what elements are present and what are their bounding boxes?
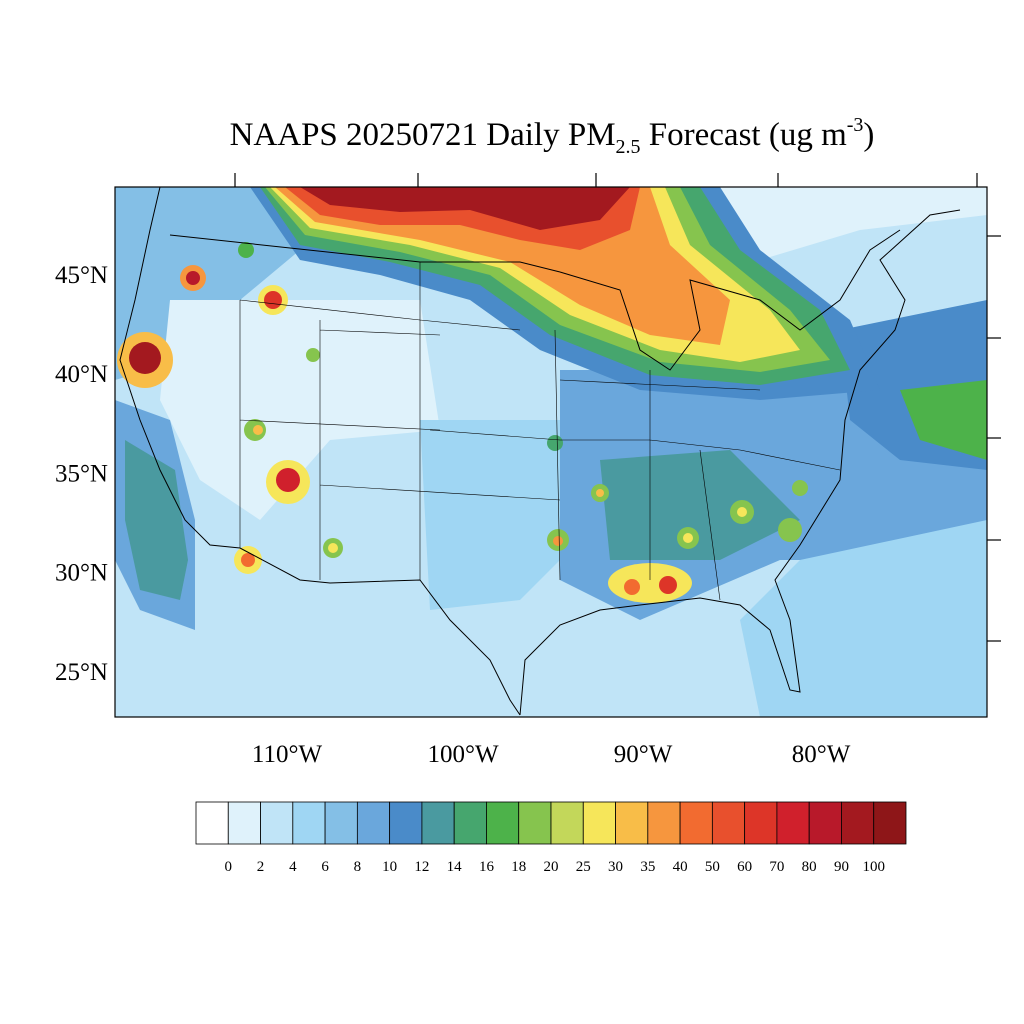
hotspot-core [328,543,338,553]
colorbar-label: 14 [447,859,463,875]
hotspot-core [553,536,563,546]
hotspot-core [264,291,282,309]
field-east-green [900,380,987,460]
colorbar-label: 100 [862,859,885,875]
title-rest: Forecast (ug m [641,117,848,153]
field-canada [680,187,987,260]
hotspots [117,242,808,603]
coast-west [119,187,241,549]
hotspot-core [683,533,693,543]
colorbar-label: 60 [737,859,752,875]
colorbar-label: 70 [769,859,784,875]
lat-label: 40°N [55,361,108,388]
plume-darkred [300,187,630,230]
field-nw [115,187,300,380]
axis-labels: 45°N 40°N 35°N 30°N 25°N 110°W 100°W 90°W 80°W [55,262,851,768]
lat-label: 25°N [55,659,108,686]
colorbar-box [518,801,552,845]
colorbar-label: 10 [382,859,397,875]
colorbar-box [873,801,907,845]
lat-label: 45°N [55,262,108,289]
colorbar-box [679,801,713,845]
colorbar-box [647,801,681,845]
colorbar-box [292,801,326,845]
colorbar-label: 40 [673,859,688,875]
colorbar-label: 30 [608,859,623,875]
colorbar-box [260,801,294,845]
colorbar-box [453,801,487,845]
hotspot-core [241,553,255,567]
colorbar-box [582,801,616,845]
colorbar-label: 18 [511,859,526,875]
map-frame [114,186,988,718]
colorbar-box [195,801,229,845]
field-plains [420,420,560,610]
state-lines [239,262,841,601]
colorbar-label: 90 [834,859,849,875]
title-sup: -3 [847,114,864,136]
colorbar-label: 50 [705,859,720,875]
hotspot [547,435,563,451]
outlines [119,187,961,716]
coast-east [519,209,961,716]
colorbar-box [550,801,584,845]
hotspot-core [624,579,640,595]
hotspot [778,518,802,542]
title-main: NAAPS 20250721 Daily PM [230,117,616,153]
colorbar-box [227,801,261,845]
colorbar-box [808,801,842,845]
colorbar-label: 12 [414,859,429,875]
hotspot-core [659,576,677,594]
hotspot-core [276,468,300,492]
lat-label: 35°N [55,460,108,487]
colorbar-box [615,801,649,845]
lat-label: 30°N [55,560,108,587]
hotspot-core [596,489,604,497]
colorbar-label: 80 [802,859,817,875]
field-atlantic [740,520,987,717]
great-lakes [559,229,901,371]
hotspot-core [253,425,263,435]
lon-label: 110°W [252,741,323,768]
hotspot [306,348,320,362]
colorbar-label: 8 [354,859,362,875]
colorbar-box [486,801,520,845]
colorbar-box [356,801,391,845]
colorbar-label: 35 [640,859,655,875]
colorbar-box [776,801,810,845]
colorbar-label: 25 [576,859,591,875]
frame-ticks [234,173,1001,642]
border-canada [169,234,561,273]
field-west [160,300,440,520]
lon-label: 100°W [427,741,498,768]
field [115,187,987,717]
colorbar-box [389,801,423,845]
lon-label: 80°W [792,741,851,768]
lon-label: 90°W [614,741,673,768]
hotspot-core [737,507,747,517]
colorbar-label: 6 [321,859,329,875]
colorbar-box [711,801,746,845]
border-mexico [239,547,521,716]
colorbar: 0 2 4 6 8 10 12 14 16 18 20 25 30 35 40 50 60 70 80 90 100 [195,801,907,875]
field-pacific-core [125,440,188,600]
colorbar-box [841,801,875,845]
hotspot-core [186,271,200,285]
colorbar-label: 0 [225,859,233,875]
colorbar-box [421,801,455,845]
title-sub: 2.5 [616,136,641,158]
colorbar-label: 2 [257,859,265,875]
hotspot-core [129,342,161,374]
title: NAAPS 20250721 Daily PM2.5 Forecast (ug … [230,114,875,158]
colorbar-box [324,801,358,845]
hotspot [238,242,254,258]
colorbar-label: 16 [479,859,495,875]
hotspot [792,480,808,496]
colorbar-label: 4 [289,859,297,875]
title-end: ) [863,117,874,153]
colorbar-label: 20 [544,859,559,875]
colorbar-box [744,801,778,845]
